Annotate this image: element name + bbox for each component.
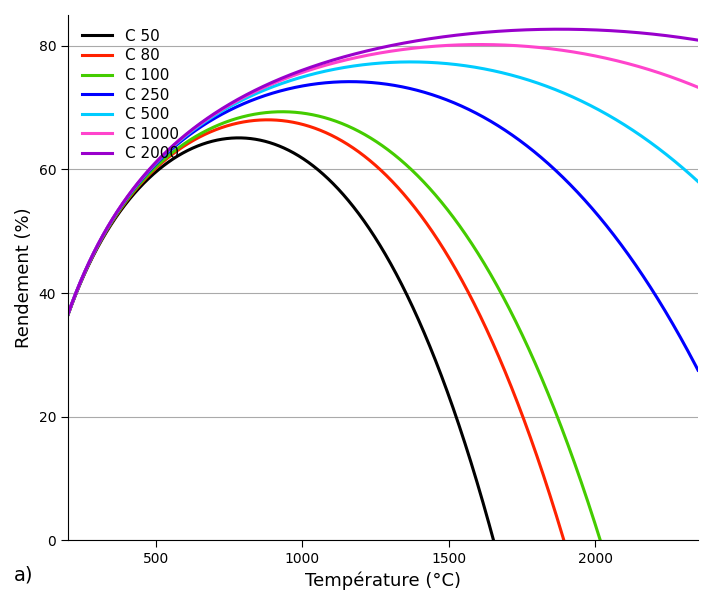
C 50 bbox=[303, 158, 312, 165]
C 250 bbox=[175, 139, 184, 146]
C 250 bbox=[52, 347, 61, 354]
C 50 bbox=[182, 148, 190, 155]
C 1000 bbox=[694, 83, 702, 91]
X-axis label: Température (°C): Température (°C) bbox=[305, 572, 461, 590]
C 100 bbox=[278, 108, 287, 116]
C 50 bbox=[489, 536, 498, 543]
C 500 bbox=[49, 357, 58, 364]
C 80 bbox=[49, 357, 58, 364]
C 50 bbox=[162, 160, 170, 168]
C 50 bbox=[49, 357, 58, 364]
C 500 bbox=[406, 58, 415, 65]
C 80 bbox=[263, 116, 272, 123]
C 80 bbox=[262, 116, 271, 123]
C 80 bbox=[550, 503, 558, 511]
C 2000 bbox=[52, 347, 61, 354]
C 50 bbox=[176, 151, 185, 158]
Line: C 50: C 50 bbox=[53, 138, 493, 540]
C 100 bbox=[49, 357, 58, 364]
C 1000 bbox=[476, 41, 484, 48]
C 1000 bbox=[175, 136, 184, 143]
C 250 bbox=[660, 306, 668, 313]
C 500 bbox=[175, 137, 184, 145]
Line: C 1000: C 1000 bbox=[53, 45, 698, 361]
C 250 bbox=[364, 79, 373, 86]
C 2000 bbox=[694, 36, 702, 44]
C 250 bbox=[88, 253, 96, 261]
C 2000 bbox=[88, 253, 96, 260]
C 100 bbox=[158, 158, 166, 165]
C 2000 bbox=[364, 47, 373, 54]
C 500 bbox=[76, 280, 84, 287]
Line: C 2000: C 2000 bbox=[53, 29, 698, 361]
C 100 bbox=[365, 134, 374, 141]
C 80 bbox=[560, 536, 568, 543]
C 1000 bbox=[76, 279, 84, 286]
C 1000 bbox=[49, 357, 58, 364]
Line: C 80: C 80 bbox=[53, 120, 564, 540]
C 500 bbox=[364, 60, 373, 68]
C 100 bbox=[307, 111, 316, 118]
C 80 bbox=[535, 460, 544, 467]
C 500 bbox=[694, 178, 702, 185]
C 1000 bbox=[364, 51, 373, 59]
C 250 bbox=[694, 367, 702, 374]
C 50 bbox=[235, 134, 243, 142]
C 50 bbox=[152, 168, 160, 175]
C 100 bbox=[134, 182, 143, 189]
C 2000 bbox=[555, 25, 564, 33]
Legend: C 50, C 80, C 100, C 250, C 500, C 1000, C 2000: C 50, C 80, C 100, C 250, C 500, C 1000,… bbox=[76, 22, 185, 168]
C 500 bbox=[660, 149, 668, 156]
C 100 bbox=[237, 114, 246, 121]
C 2000 bbox=[76, 279, 84, 286]
C 80 bbox=[130, 188, 138, 195]
C 80 bbox=[307, 123, 316, 131]
C 50 bbox=[284, 147, 293, 154]
C 250 bbox=[49, 357, 58, 364]
C 250 bbox=[76, 280, 84, 287]
Line: C 500: C 500 bbox=[53, 62, 698, 361]
C 1000 bbox=[52, 347, 61, 354]
C 1000 bbox=[660, 71, 668, 78]
C 500 bbox=[52, 347, 61, 354]
C 2000 bbox=[660, 31, 668, 39]
Y-axis label: Rendement (%): Rendement (%) bbox=[15, 208, 33, 348]
Line: C 100: C 100 bbox=[53, 112, 600, 540]
C 2000 bbox=[49, 357, 58, 364]
C 100 bbox=[596, 537, 605, 544]
Line: C 250: C 250 bbox=[53, 82, 698, 370]
C 500 bbox=[88, 253, 96, 260]
C 80 bbox=[98, 234, 107, 241]
C 1000 bbox=[88, 253, 96, 260]
C 250 bbox=[346, 78, 354, 85]
C 100 bbox=[417, 175, 426, 183]
C 2000 bbox=[175, 136, 184, 143]
Text: a): a) bbox=[14, 566, 34, 585]
